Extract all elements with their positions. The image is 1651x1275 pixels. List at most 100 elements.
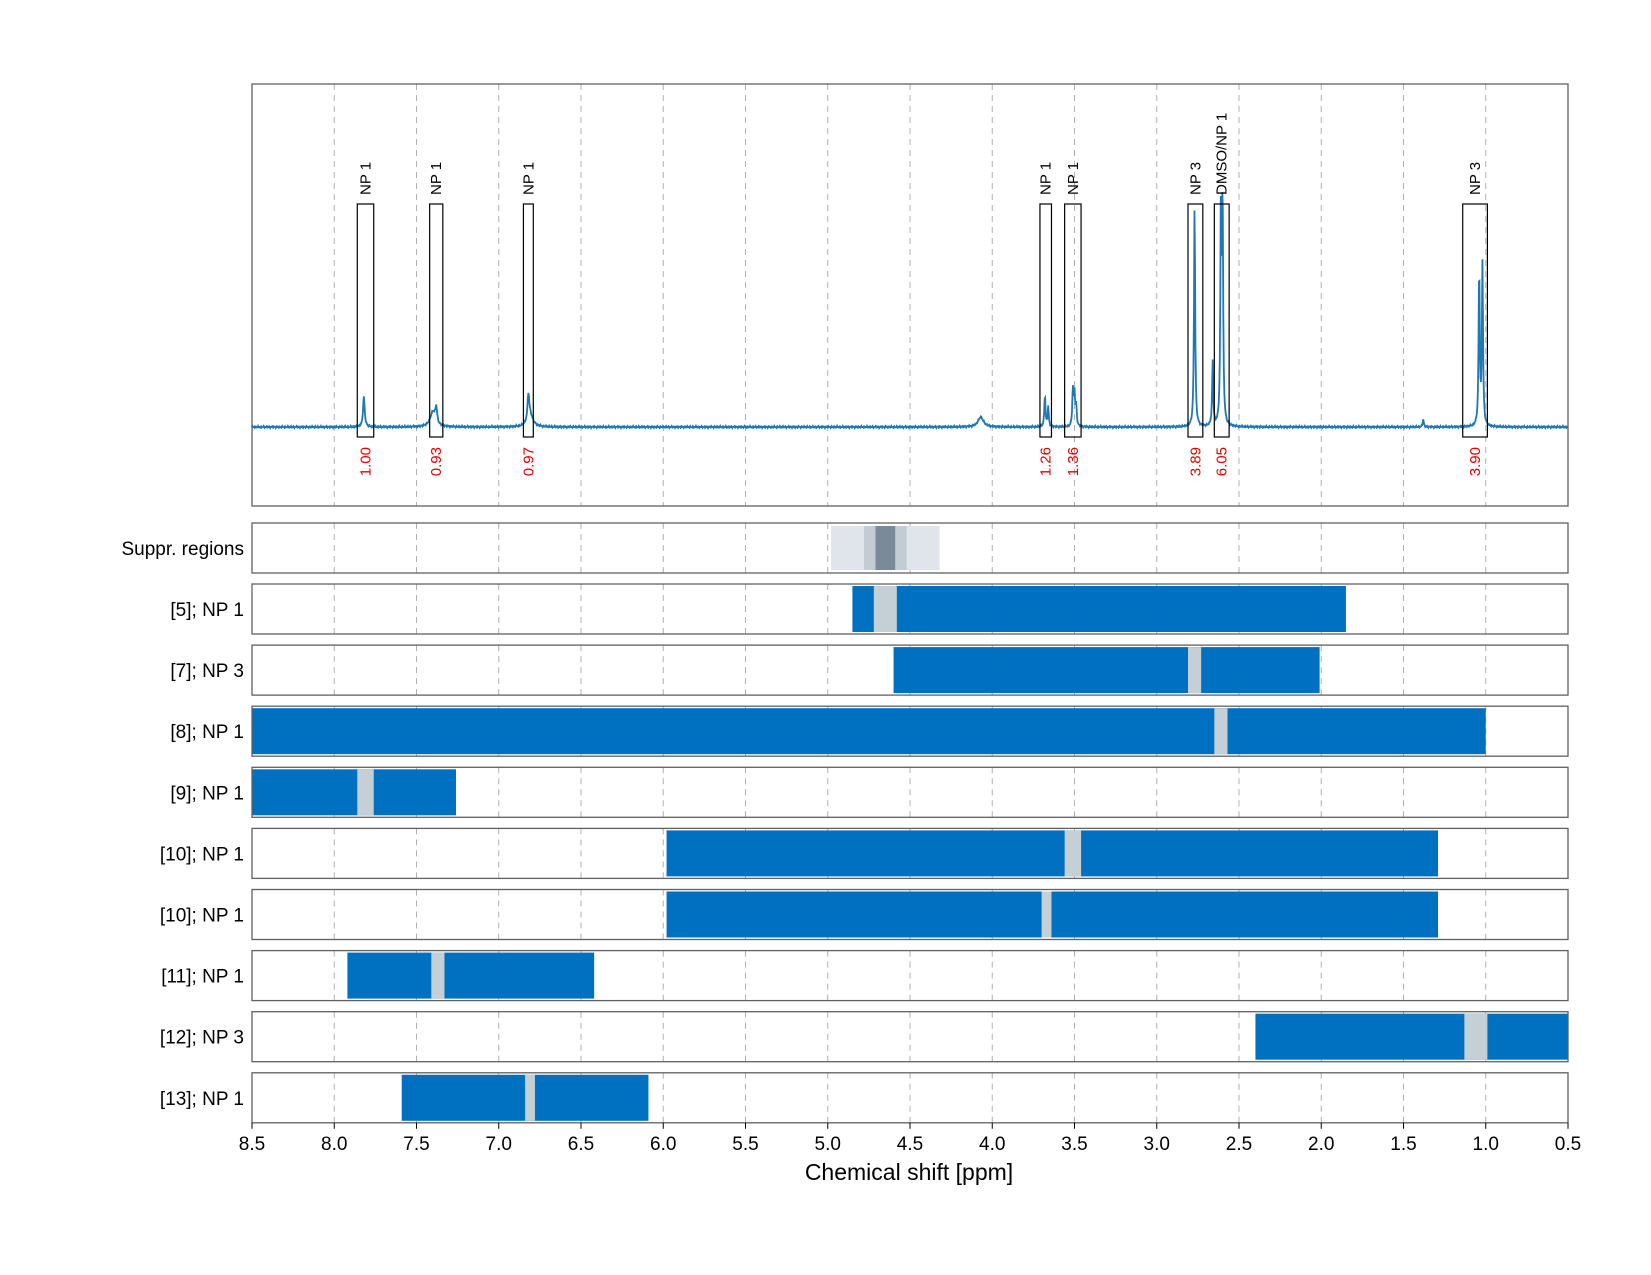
peak-box: NP 1 1.36 (1064, 162, 1082, 476)
assignment-row: [8]; NP 1 (170, 705, 1569, 757)
assignment-row: [13]; NP 1 (160, 1072, 1569, 1124)
range-bar (666, 891, 1439, 938)
assignment-row: [9]; NP 1 (170, 766, 1569, 818)
suppression-band (875, 526, 896, 570)
x-axis: 8.5 8.0 7.5 7.0 6.5 6.0 5.5 5.0 4.5 4.0 3.5 3.0 2.5 2… (239, 1122, 1581, 1155)
x-tick-label: 2.5 (1226, 1134, 1252, 1155)
row-label: [11]; NP 1 (161, 967, 244, 988)
range-bar (852, 586, 1346, 632)
x-tick-label: 4.5 (897, 1134, 923, 1155)
row-label: [10]; NP 1 (160, 844, 244, 865)
peak-label: NP 1 (428, 162, 445, 195)
row-frame (251, 888, 1569, 941)
assignment-row: [7]; NP 3 (170, 644, 1569, 696)
x-tick-label: 7.0 (486, 1134, 512, 1155)
x-tick-label: 1.0 (1473, 1134, 1499, 1155)
peak-marker (873, 586, 897, 632)
peak-box-frame (356, 203, 375, 438)
peak-box-frame (429, 203, 444, 438)
peak-marker (357, 769, 374, 816)
x-tick-label: 8.0 (321, 1134, 347, 1155)
spectrum-panel: NP 1 1.00 NP 1 0.93 NP 1 0.97 NP 1 1.26 NP 1 1.36… (251, 83, 1569, 507)
assignment-row: [10]; NP 1 (160, 888, 1569, 941)
integral-label: 3.89 (1187, 447, 1204, 476)
range-bar (252, 708, 1486, 755)
range-bar (1255, 1013, 1568, 1060)
row-label: [7]; NP 3 (170, 661, 244, 682)
row-label: [12]; NP 3 (160, 1028, 244, 1049)
x-tick-label: 2.0 (1308, 1134, 1334, 1155)
peak-label: NP 1 (1065, 162, 1082, 195)
peak-marker (1464, 1013, 1488, 1060)
peak-label: NP 3 (1467, 162, 1484, 195)
integral-label: 1.26 (1038, 447, 1055, 476)
row-frame (251, 949, 1569, 1002)
x-tick-label: 6.0 (650, 1134, 676, 1155)
row-label: Suppr. regions (121, 539, 244, 560)
integral-label: 6.05 (1214, 447, 1231, 476)
spectrum-frame (251, 83, 1569, 507)
peak-marker (525, 1074, 535, 1121)
spectrum-line (251, 191, 1569, 431)
integral-label: 1.00 (358, 447, 375, 476)
integral-label: 0.97 (520, 447, 537, 476)
x-tick-label: 5.5 (732, 1134, 758, 1155)
row-frame (251, 766, 1569, 818)
assignment-rows-panel: [5]; NP 1 [7]; NP 3 [8]; NP 1 [9]; NP 1 [10]… (160, 583, 1569, 1124)
assignment-row: [11]; NP 1 (161, 949, 1569, 1002)
peak-box: NP 3 3.90 (1462, 162, 1488, 476)
range-bar (347, 952, 595, 999)
range-bar (666, 830, 1439, 877)
x-tick-label: 7.5 (403, 1134, 429, 1155)
peak-box: NP 1 1.26 (1038, 162, 1055, 476)
row-label: [9]; NP 1 (170, 783, 244, 804)
row-frame (251, 705, 1569, 757)
peak-label: NP 1 (358, 162, 375, 195)
x-tick-label: 1.5 (1390, 1134, 1416, 1155)
row-frame (251, 1011, 1569, 1063)
integral-label: 3.90 (1467, 447, 1484, 476)
integral-label: 1.36 (1065, 447, 1082, 476)
row-label: [5]; NP 1 (170, 600, 244, 621)
x-tick-label: 3.0 (1144, 1134, 1170, 1155)
peak-box-frame (1064, 203, 1082, 438)
row-frame (251, 583, 1569, 635)
row-label: [13]; NP 1 (160, 1089, 244, 1110)
x-tick-label: 4.0 (979, 1134, 1005, 1155)
range-bar (893, 647, 1320, 694)
peak-label: NP 3 (1187, 162, 1204, 195)
row-label: [10]; NP 1 (160, 906, 244, 927)
peak-box-frame (1213, 203, 1230, 438)
peak-label: DMSO/NP 1 (1214, 113, 1231, 195)
peak-box-frame (1039, 203, 1053, 438)
row-frame (251, 644, 1569, 696)
peak-marker (431, 952, 445, 999)
peak-box: NP 1 0.97 (520, 162, 537, 476)
x-tick-label: 5.0 (815, 1134, 841, 1155)
peak-marker (1188, 647, 1202, 694)
peak-box-frame (1187, 203, 1204, 438)
peak-label: NP 1 (520, 162, 537, 195)
assignment-row: [10]; NP 1 (160, 827, 1569, 880)
x-tick-label: 0.5 (1555, 1134, 1581, 1155)
row-label: [8]; NP 1 (170, 722, 244, 743)
peak-box: NP 1 0.93 (428, 162, 445, 476)
peak-label: NP 1 (1038, 162, 1055, 195)
row-frame (251, 827, 1569, 880)
peak-box: NP 1 1.00 (356, 162, 375, 476)
assignment-row: [5]; NP 1 (170, 583, 1569, 635)
range-bar (252, 769, 456, 816)
x-tick-label: 8.5 (239, 1134, 265, 1155)
assignment-row: [12]; NP 3 (160, 1011, 1569, 1063)
peak-marker (1214, 708, 1228, 755)
peak-box: DMSO/NP 1 6.05 (1213, 113, 1231, 476)
suppression-regions-panel: Suppr. regions (121, 522, 1569, 574)
suppression-frame (251, 522, 1569, 574)
x-axis-label: Chemical shift [ppm] (805, 1159, 1013, 1185)
peak-box-frame (1462, 203, 1488, 438)
peak-marker (1064, 830, 1082, 877)
peak-box-frame (522, 203, 534, 438)
peak-marker (1041, 891, 1052, 938)
x-tick-label: 6.5 (568, 1134, 594, 1155)
